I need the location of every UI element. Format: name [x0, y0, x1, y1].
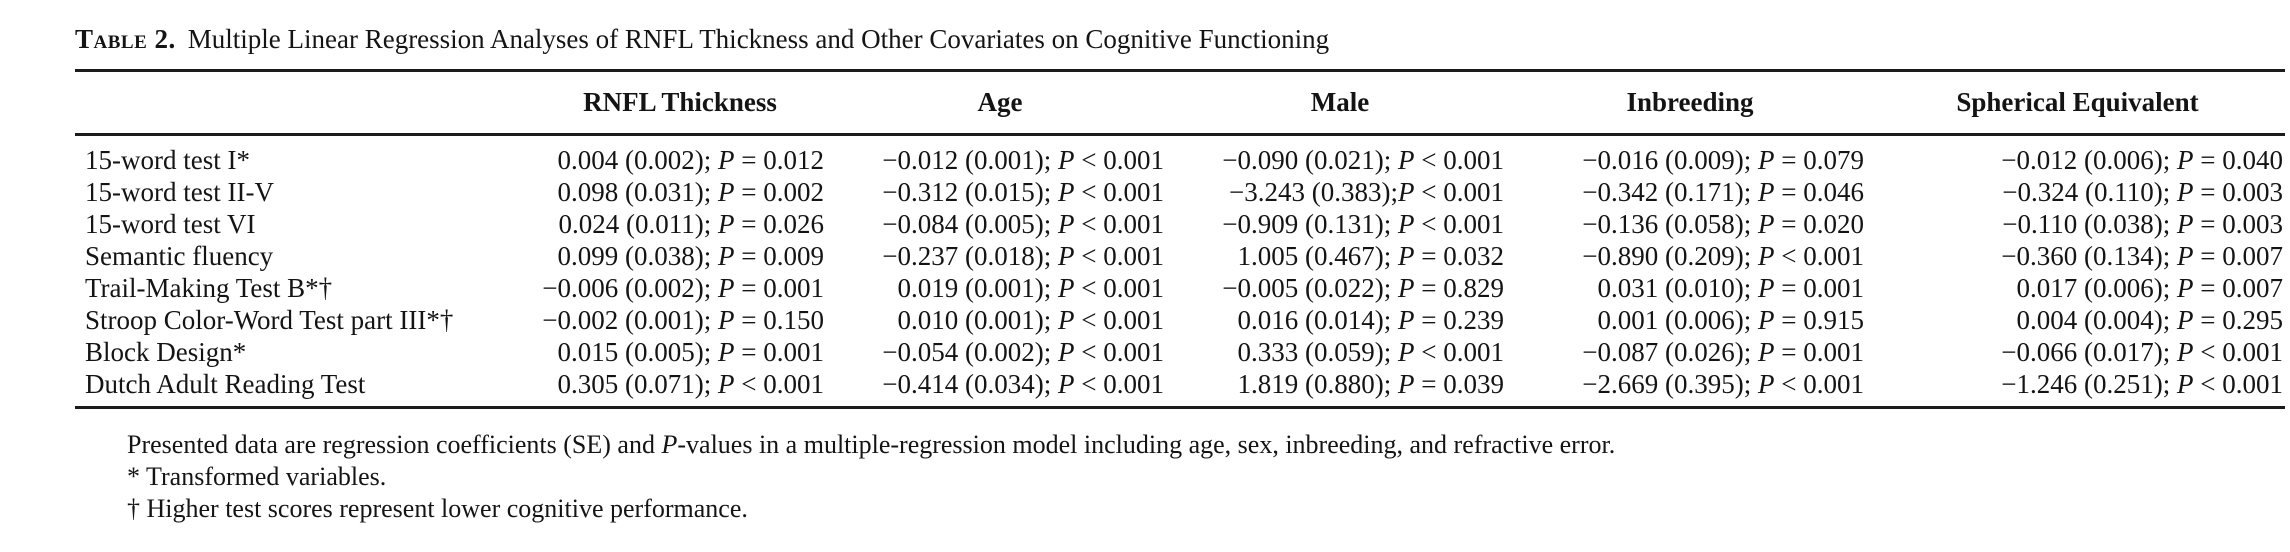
table-cell: −0.005 (0.022); P = 0.829 — [1222, 272, 1504, 303]
table-cell: −1.246 (0.251); P < 0.001 — [2001, 368, 2283, 399]
table-cell: −0.360 (0.134); P = 0.007 — [2001, 240, 2283, 271]
table-cell: 0.024 (0.011); P = 0.026 — [558, 208, 824, 239]
row-label: 15-word test II-V — [85, 176, 274, 207]
table-cell: 0.016 (0.014); P = 0.239 — [1237, 304, 1504, 335]
table-row: Block Design* 0.015 (0.005); P = 0.001 −… — [75, 336, 2285, 368]
table-row: Semantic fluency 0.099 (0.038); P = 0.00… — [75, 240, 2285, 272]
table-cell: −0.012 (0.006); P = 0.040 — [2001, 144, 2283, 175]
table-cell: −0.136 (0.058); P = 0.020 — [1582, 208, 1864, 239]
table-row: 15-word test II-V 0.098 (0.031); P = 0.0… — [75, 176, 2285, 208]
table-caption: Multiple Linear Regression Analyses of R… — [187, 24, 1330, 54]
column-header-rnfl-thickness: RNFL Thickness — [530, 70, 830, 136]
table-cell: −0.414 (0.034); P < 0.001 — [882, 368, 1164, 399]
table-cell: 0.099 (0.038); P = 0.009 — [557, 240, 824, 271]
row-label: Semantic fluency — [85, 240, 274, 271]
table-cell: 0.010 (0.001); P < 0.001 — [897, 304, 1164, 335]
table-cell: −0.016 (0.009); P = 0.079 — [1582, 144, 1864, 175]
paper-table-figure: Table 2. Multiple Linear Regression Analy… — [75, 22, 2285, 525]
row-label: 15-word test VI — [85, 208, 256, 239]
table-cell: 1.819 (0.880); P = 0.039 — [1237, 368, 1504, 399]
table-row: 15-word test I* 0.004 (0.002); P = 0.012… — [75, 135, 2285, 177]
table-cell: 0.031 (0.010); P = 0.001 — [1597, 272, 1864, 303]
column-header-inbreeding: Inbreeding — [1510, 70, 1870, 136]
table-cell: 0.098 (0.031); P = 0.002 — [557, 176, 824, 207]
table-number: Table 2. — [75, 24, 176, 54]
table-title: Table 2. Multiple Linear Regression Analy… — [75, 22, 2285, 56]
table-cell: −0.066 (0.017); P < 0.001 — [2001, 336, 2283, 367]
table-row: 15-word test VI 0.024 (0.011); P = 0.026… — [75, 208, 2285, 240]
table-cell: −0.342 (0.171); P = 0.046 — [1582, 176, 1864, 207]
table-cell: −0.084 (0.005); P < 0.001 — [882, 208, 1164, 239]
row-label: 15-word test I* — [85, 144, 250, 175]
table-cell: 0.017 (0.006); P = 0.007 — [2016, 272, 2283, 303]
table-cell: −0.324 (0.110); P = 0.003 — [2002, 176, 2283, 207]
header-row: RNFL Thickness Age Male Inbreeding Spher… — [75, 70, 2285, 136]
table-cell: −2.669 (0.395); P < 0.001 — [1582, 368, 1864, 399]
row-label: Trail-Making Test B*† — [85, 272, 333, 303]
regression-table: RNFL Thickness Age Male Inbreeding Spher… — [75, 69, 2285, 409]
footnote-dagger: † Higher test scores represent lower cog… — [127, 494, 748, 523]
table-footnotes: Presented data are regression coefficien… — [127, 429, 2285, 525]
table-cell: 0.004 (0.004); P = 0.295 — [2016, 304, 2283, 335]
table-row: Dutch Adult Reading Test 0.305 (0.071); … — [75, 368, 2285, 408]
table-cell: 0.015 (0.005); P = 0.001 — [557, 336, 824, 367]
footnote-general: Presented data are regression coefficien… — [127, 430, 1616, 459]
table-cell: 0.019 (0.001); P < 0.001 — [897, 272, 1164, 303]
table-cell: −0.006 (0.002); P = 0.001 — [542, 272, 824, 303]
table-cell: −3.243 (0.383);P < 0.001 — [1229, 176, 1504, 207]
table-cell: −0.090 (0.021); P < 0.001 — [1222, 144, 1504, 175]
table-cell: −0.054 (0.002); P < 0.001 — [882, 336, 1164, 367]
row-label: Stroop Color-Word Test part III*† — [85, 304, 454, 335]
table-cell: −0.237 (0.018); P < 0.001 — [882, 240, 1164, 271]
table-cell: −0.012 (0.001); P < 0.001 — [882, 144, 1164, 175]
table-cell: −0.002 (0.001); P = 0.150 — [542, 304, 824, 335]
table-row: Stroop Color-Word Test part III*† −0.002… — [75, 304, 2285, 336]
table-cell: 0.305 (0.071); P < 0.001 — [557, 368, 824, 399]
column-header-spherical-equivalent: Spherical Equivalent — [1870, 70, 2285, 136]
footnote-asterisk: * Transformed variables. — [127, 462, 387, 491]
column-header-male: Male — [1170, 70, 1510, 136]
column-header-empty — [75, 70, 530, 136]
table-cell: −0.110 (0.038); P = 0.003 — [2002, 208, 2283, 239]
table-cell: 0.004 (0.002); P = 0.012 — [557, 144, 824, 175]
table-cell: 1.005 (0.467); P = 0.032 — [1237, 240, 1504, 271]
table-cell: −0.312 (0.015); P < 0.001 — [882, 176, 1164, 207]
column-header-age: Age — [830, 70, 1170, 136]
table-cell: −0.087 (0.026); P = 0.001 — [1582, 336, 1864, 367]
table-cell: −0.909 (0.131); P < 0.001 — [1222, 208, 1504, 239]
row-label: Dutch Adult Reading Test — [85, 368, 366, 399]
table-cell: 0.333 (0.059); P < 0.001 — [1237, 336, 1504, 367]
row-label: Block Design* — [85, 336, 247, 367]
table-cell: 0.001 (0.006); P = 0.915 — [1597, 304, 1864, 335]
table-cell: −0.890 (0.209); P < 0.001 — [1582, 240, 1864, 271]
table-row: Trail-Making Test B*† −0.006 (0.002); P … — [75, 272, 2285, 304]
